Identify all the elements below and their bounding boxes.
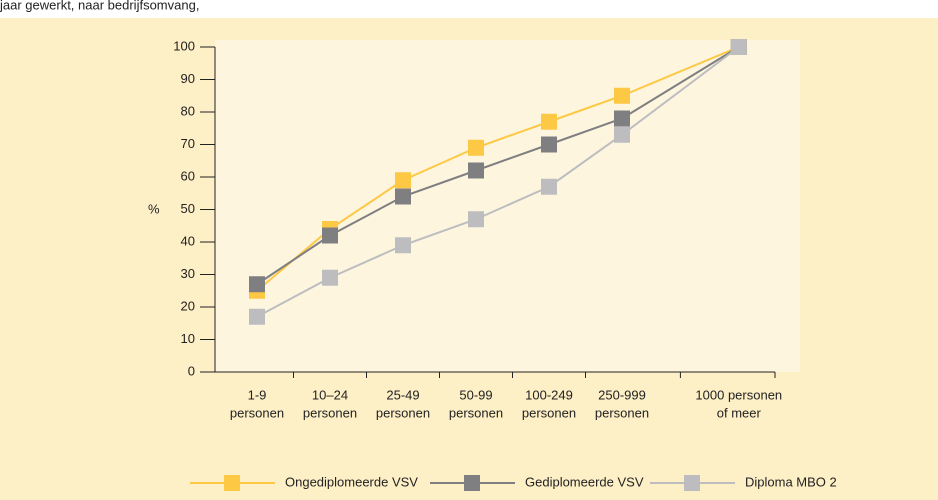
marker	[468, 211, 484, 228]
marker	[468, 162, 484, 179]
marker	[395, 188, 411, 205]
x-tick-label: 25-49	[386, 387, 419, 402]
marker	[322, 227, 338, 244]
y-tick-label: 0	[188, 363, 195, 378]
marker	[541, 136, 557, 153]
marker	[468, 139, 484, 156]
y-axis-label: %	[148, 201, 160, 216]
legend-marker	[464, 475, 480, 491]
x-tick-label: personen	[522, 405, 576, 420]
legend-label: Diploma MBO 2	[745, 474, 837, 489]
y-tick-label: 70	[181, 136, 195, 151]
y-tick-label: 20	[181, 298, 195, 313]
x-tick-label: 1000 personen	[695, 387, 782, 402]
legend-label: Gediplomeerde VSV	[525, 474, 644, 489]
x-tick-label: of meer	[717, 405, 762, 420]
y-tick-label: 10	[181, 331, 195, 346]
x-tick-label: personen	[303, 405, 357, 420]
marker	[395, 172, 411, 189]
y-tick-label: 80	[181, 103, 195, 118]
y-tick-label: 90	[181, 71, 195, 86]
x-tick-label: 100-249	[525, 387, 573, 402]
x-tick-label: 10–24	[312, 387, 348, 402]
legend-marker	[684, 475, 700, 491]
y-tick-label: 60	[181, 168, 195, 183]
x-tick-label: 250-999	[598, 387, 646, 402]
legend-label: Ongediplomeerde VSV	[285, 474, 418, 489]
y-tick-label: 30	[181, 266, 195, 281]
marker	[249, 276, 265, 293]
legend-marker	[224, 475, 240, 491]
y-tick-label: 50	[181, 201, 195, 216]
x-tick-label: personen	[376, 405, 430, 420]
marker	[614, 110, 630, 127]
x-tick-label: 1-9	[248, 387, 267, 402]
marker	[249, 308, 265, 325]
marker	[395, 237, 411, 254]
chart-title: jaar gewerkt, naar bedrijfsomvang,	[0, 0, 199, 12]
marker	[541, 113, 557, 130]
marker	[541, 178, 557, 195]
x-tick-label: personen	[449, 405, 503, 420]
y-tick-label: 100	[173, 38, 195, 53]
y-tick-label: 40	[181, 233, 195, 248]
x-tick-label: personen	[595, 405, 649, 420]
marker	[730, 39, 747, 55]
x-tick-label: personen	[230, 405, 284, 420]
marker	[614, 126, 630, 143]
marker	[614, 87, 630, 104]
x-tick-label: 50-99	[459, 387, 492, 402]
marker	[322, 269, 338, 286]
